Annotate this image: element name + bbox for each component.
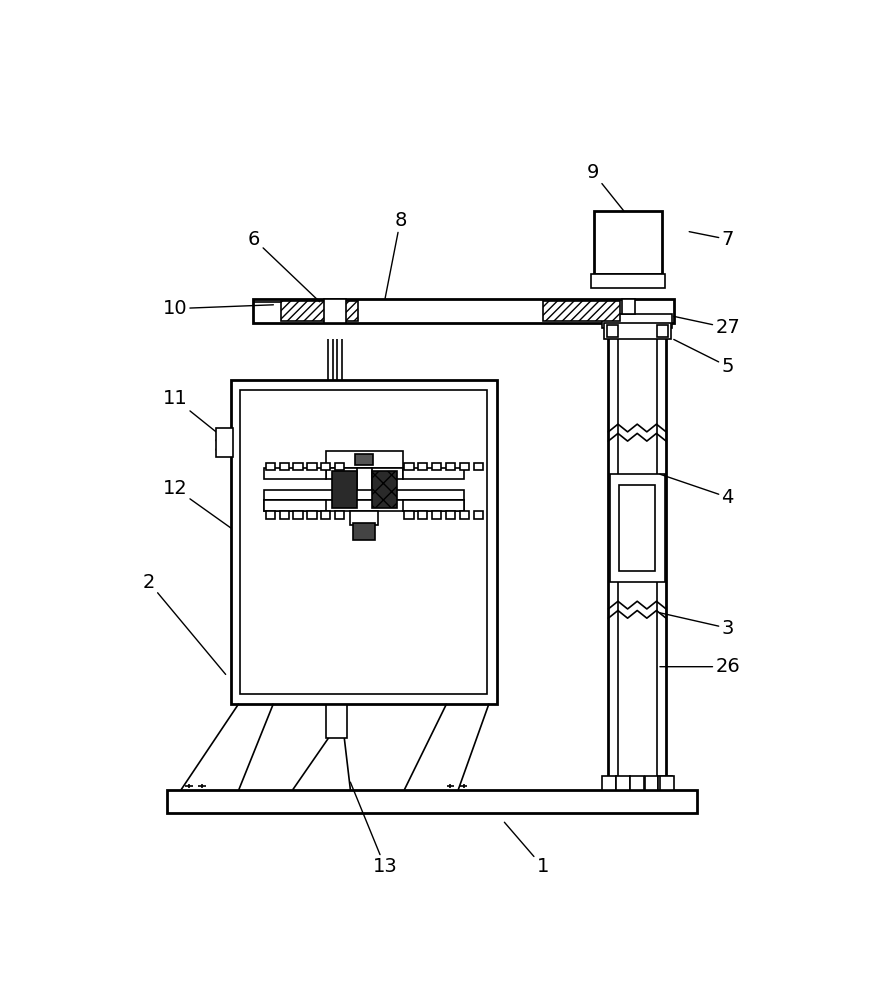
Bar bbox=[265, 468, 326, 479]
Text: 5: 5 bbox=[674, 339, 734, 376]
Bar bbox=[372, 471, 397, 508]
Bar bbox=[630, 776, 644, 790]
Bar bbox=[332, 471, 357, 508]
Bar bbox=[660, 776, 674, 790]
Bar bbox=[321, 463, 330, 470]
Bar bbox=[265, 490, 464, 500]
Bar bbox=[335, 511, 344, 519]
Text: 6: 6 bbox=[248, 230, 320, 302]
Bar bbox=[307, 511, 316, 519]
Text: 3: 3 bbox=[660, 613, 734, 638]
Bar bbox=[604, 323, 671, 339]
Bar bbox=[326, 451, 403, 468]
Text: 26: 26 bbox=[660, 657, 740, 676]
Text: 8: 8 bbox=[385, 211, 406, 299]
Bar bbox=[474, 463, 483, 470]
Bar bbox=[619, 485, 655, 571]
Bar bbox=[403, 468, 464, 479]
Bar bbox=[602, 776, 616, 790]
Bar bbox=[350, 511, 378, 525]
Bar bbox=[405, 511, 413, 519]
Bar bbox=[543, 301, 620, 321]
Bar bbox=[659, 776, 672, 790]
Text: 13: 13 bbox=[350, 782, 398, 876]
Bar bbox=[357, 468, 372, 519]
Bar bbox=[405, 463, 413, 470]
Bar bbox=[622, 299, 634, 314]
Bar bbox=[446, 511, 456, 519]
Bar bbox=[293, 511, 302, 519]
Bar bbox=[265, 500, 464, 511]
Text: 9: 9 bbox=[587, 163, 624, 211]
Bar bbox=[591, 274, 665, 288]
Bar bbox=[460, 511, 469, 519]
Text: 2: 2 bbox=[143, 572, 226, 674]
Text: 27: 27 bbox=[674, 316, 740, 337]
Text: 1: 1 bbox=[505, 822, 549, 876]
Bar bbox=[215, 428, 233, 457]
Bar bbox=[279, 511, 289, 519]
Text: 4: 4 bbox=[660, 474, 734, 507]
Bar bbox=[279, 463, 289, 470]
Bar bbox=[335, 463, 344, 470]
Bar bbox=[252, 299, 674, 323]
Bar bbox=[355, 454, 373, 465]
Bar bbox=[231, 380, 497, 704]
Bar bbox=[326, 468, 403, 479]
Bar bbox=[645, 776, 659, 790]
Bar bbox=[616, 776, 630, 790]
Bar bbox=[657, 325, 668, 337]
Bar bbox=[602, 314, 672, 328]
Bar bbox=[607, 325, 618, 337]
Text: 10: 10 bbox=[163, 299, 273, 318]
Bar bbox=[460, 463, 469, 470]
Bar bbox=[281, 301, 358, 321]
Bar bbox=[293, 463, 302, 470]
Bar bbox=[307, 463, 316, 470]
Text: 11: 11 bbox=[162, 389, 226, 440]
Bar bbox=[321, 511, 330, 519]
Bar bbox=[167, 790, 697, 813]
Text: 12: 12 bbox=[162, 479, 231, 528]
Bar bbox=[265, 463, 275, 470]
Bar bbox=[403, 500, 464, 511]
Bar bbox=[446, 463, 456, 470]
Bar bbox=[240, 389, 487, 694]
Bar bbox=[610, 474, 665, 582]
Bar bbox=[326, 705, 347, 738]
Bar bbox=[432, 511, 442, 519]
Bar bbox=[418, 511, 427, 519]
Bar bbox=[265, 500, 326, 511]
Bar bbox=[432, 463, 442, 470]
Bar bbox=[474, 511, 483, 519]
Text: 7: 7 bbox=[689, 230, 734, 249]
Bar bbox=[324, 299, 346, 323]
Bar bbox=[354, 523, 375, 540]
Bar bbox=[418, 463, 427, 470]
Bar bbox=[265, 511, 275, 519]
Bar bbox=[595, 211, 662, 274]
